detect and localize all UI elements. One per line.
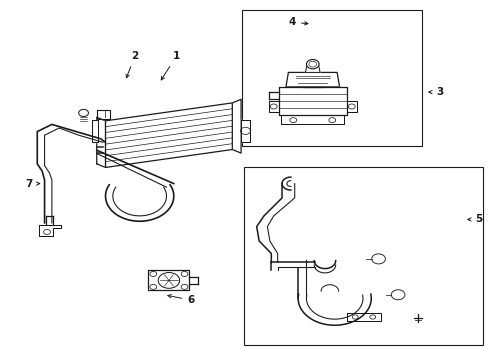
Polygon shape	[232, 99, 241, 153]
Text: 7: 7	[25, 179, 40, 189]
Text: 3: 3	[428, 87, 442, 97]
Bar	[242, 10, 422, 146]
Polygon shape	[39, 225, 61, 235]
Polygon shape	[105, 103, 232, 167]
Text: 4: 4	[288, 17, 307, 27]
Text: 2: 2	[126, 51, 138, 78]
Text: 6: 6	[167, 294, 194, 305]
Polygon shape	[278, 87, 346, 116]
Polygon shape	[97, 117, 105, 167]
Polygon shape	[92, 121, 98, 142]
Polygon shape	[285, 72, 339, 87]
Polygon shape	[148, 270, 189, 291]
Circle shape	[306, 59, 319, 69]
Polygon shape	[305, 65, 320, 72]
Bar	[244, 167, 483, 345]
Text: 5: 5	[467, 215, 481, 224]
Circle shape	[79, 109, 88, 117]
Text: 1: 1	[161, 51, 180, 80]
Polygon shape	[241, 120, 249, 141]
